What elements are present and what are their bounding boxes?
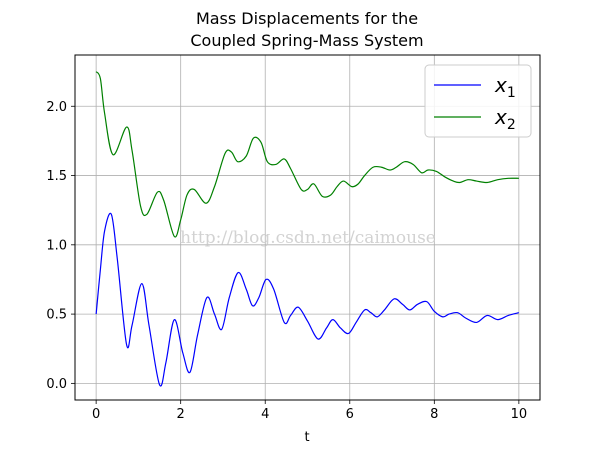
tick-labels: 0 2 4 6 8 10 0.0 0.5 1.0 1.5 2.0 — [46, 100, 527, 422]
series-lines — [95, 71, 520, 387]
y-tick-label-1: 0.5 — [46, 308, 67, 323]
x-axis-label: t — [304, 430, 309, 445]
series-line-x2 — [95, 71, 519, 238]
x-tick-label-1: 2 — [177, 407, 185, 422]
chart-title-line-2: Coupled Spring-Mass System — [190, 31, 423, 50]
x-tick-label-3: 6 — [346, 407, 354, 422]
y-tick-label-0: 0.0 — [46, 377, 67, 392]
plot-frame — [74, 54, 541, 401]
x-tick-label-4: 8 — [430, 407, 438, 422]
x-tick-label-0: 0 — [92, 407, 100, 422]
legend-box — [424, 64, 532, 138]
legend-subscript-x2: 2 — [507, 117, 516, 133]
y-tick-label-3: 1.5 — [46, 169, 67, 184]
watermark-text: http://blog.csdn.net/caimouse — [180, 228, 436, 248]
x-tick-label-2: 4 — [261, 407, 269, 422]
legend-subscript-x1: 1 — [507, 85, 516, 101]
y-tick-label-2: 1.0 — [46, 238, 67, 253]
y-tick-label-4: 2.0 — [46, 100, 67, 115]
chart-title-line-1: Mass Displacements for the — [196, 9, 418, 28]
axes — [71, 54, 541, 404]
series-line-x1 — [95, 212, 520, 387]
x-tick-label-5: 10 — [511, 407, 528, 422]
